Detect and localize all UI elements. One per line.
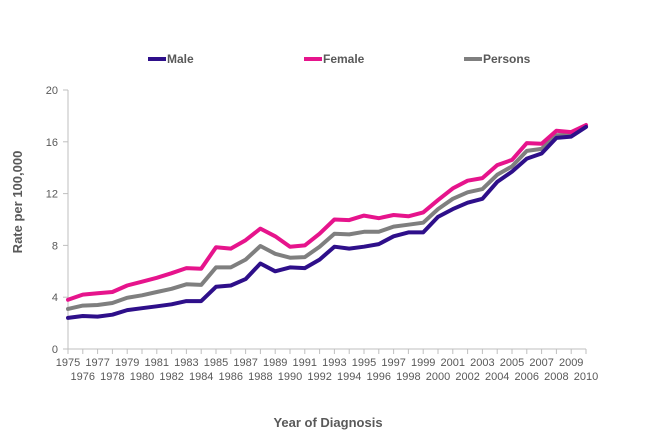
x-tick-label: 1986	[219, 371, 243, 383]
y-tick-label: 4	[52, 292, 58, 304]
x-tick-label: 2002	[455, 371, 479, 383]
x-tick-label: 1976	[71, 371, 95, 383]
y-tick-label: 16	[46, 137, 58, 149]
x-tick-label: 2008	[544, 371, 568, 383]
x-tick-label: 1999	[411, 357, 435, 369]
y-tick-label: 0	[52, 344, 58, 356]
x-tick-label: 1996	[367, 371, 391, 383]
series-line-male	[66, 124, 588, 320]
x-tick-label: 2009	[559, 357, 583, 369]
x-tick-label: 1987	[233, 357, 257, 369]
x-tick-label: 1983	[174, 357, 198, 369]
x-tick-label: 1992	[307, 371, 331, 383]
legend-label-male: Male	[167, 52, 194, 66]
x-axis-title: Year of Diagnosis	[273, 415, 382, 430]
x-tick-label: 1995	[352, 357, 376, 369]
x-tick-label: 1993	[322, 357, 346, 369]
x-tick-label: 2005	[500, 357, 524, 369]
x-tick-label: 1980	[130, 371, 154, 383]
x-tick-label: 1979	[115, 357, 139, 369]
x-tick-label: 1990	[278, 371, 302, 383]
x-tick-label: 1997	[381, 357, 405, 369]
legend-label-female: Female	[323, 52, 365, 66]
legend-label-persons: Persons	[483, 52, 531, 66]
series-line-female	[66, 123, 588, 302]
x-tick-label: 1994	[337, 371, 361, 383]
y-tick-label: 20	[46, 85, 58, 97]
x-tick-label: 2003	[470, 357, 494, 369]
x-tick-label: 1978	[100, 371, 124, 383]
x-tick-label: 2001	[441, 357, 465, 369]
legend: Male Female Persons	[148, 52, 531, 66]
x-tick-label: 1998	[396, 371, 420, 383]
x-tick-label: 2010	[574, 371, 598, 383]
x-tick-label: 1981	[145, 357, 169, 369]
x-tick-label: 1991	[293, 357, 317, 369]
series-lines	[66, 123, 588, 320]
y-tick-label: 12	[46, 189, 58, 201]
x-tick-label: 2006	[515, 371, 539, 383]
x-tick-label: 1989	[263, 357, 287, 369]
x-tick-label: 1982	[159, 371, 183, 383]
y-axis-title: Rate per 100,000	[10, 151, 25, 254]
x-tick-label: 1975	[56, 357, 80, 369]
x-tick-label: 1985	[204, 357, 228, 369]
x-tick-label: 2004	[485, 371, 509, 383]
y-tick-label: 8	[52, 240, 58, 252]
y-tick-labels: 0 4 8 12 16 20	[46, 85, 58, 356]
series-line-persons	[66, 124, 588, 311]
x-tick-label: 1984	[189, 371, 213, 383]
x-tick-label: 1977	[85, 357, 109, 369]
x-tick-label: 1988	[248, 371, 272, 383]
x-tick-labels: 1975 1976 1977 1978 1979 1980 1981 1982 1983 1984…	[56, 357, 598, 383]
x-tick-label: 2007	[529, 357, 553, 369]
axes	[63, 89, 587, 354]
x-tick-label: 2000	[426, 371, 450, 383]
